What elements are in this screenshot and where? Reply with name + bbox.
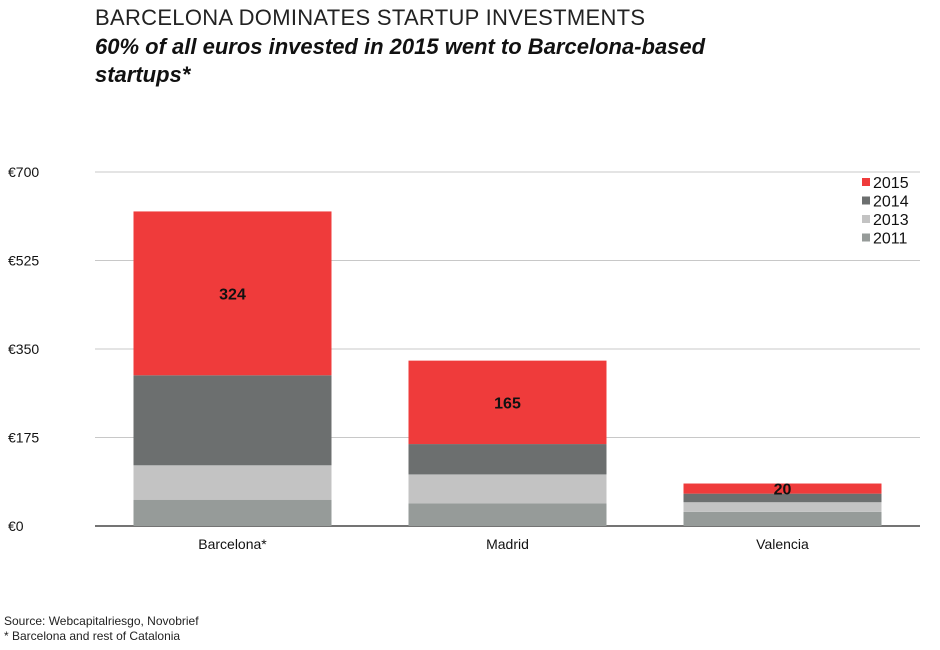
y-tick-label: €525 [8, 253, 39, 269]
x-category-label: Valencia [756, 536, 809, 552]
bar-segment-2014 [408, 444, 607, 475]
bar-segment-2013 [683, 502, 882, 512]
bar-segment-2014 [683, 493, 882, 503]
bar-segment-2011 [683, 511, 882, 526]
bar-segment-2014 [133, 375, 332, 466]
legend-swatch-2011 [862, 233, 870, 242]
y-tick-label: €175 [8, 430, 39, 446]
bar-segment-2013 [133, 465, 332, 500]
data-label: 20 [774, 482, 792, 499]
chart-subtitle-line-2: startups* [95, 62, 191, 87]
bar-segment-2013 [408, 474, 607, 504]
legend-swatch-2013 [862, 215, 870, 223]
data-label: 324 [219, 286, 246, 303]
chart-header: BARCELONA DOMINATES STARTUP INVESTMENTS … [95, 4, 915, 89]
x-category-label: Madrid [486, 536, 529, 552]
bar-layer [133, 211, 882, 526]
legend-label: 2011 [873, 231, 908, 248]
bar-segment-2015 [683, 483, 882, 494]
chart-title: BARCELONA DOMINATES STARTUP INVESTMENTS [95, 5, 646, 30]
y-tick-label: €350 [8, 341, 39, 357]
legend-swatch-2015 [862, 178, 870, 186]
bar-segment-2011 [408, 503, 607, 526]
chart-subtitle-line-1: 60% of all euros invested in 2015 went t… [95, 34, 706, 59]
y-tick-label: €0 [8, 518, 24, 534]
footnote-asterisk: * Barcelona and rest of Catalonia [4, 629, 181, 643]
stacked-bar-chart: €0 €175 €350 €525 €700 324 Barcelona* 165 Madri… [8, 164, 920, 552]
bar-segment-2015 [408, 360, 607, 445]
x-category-label: Barcelona* [198, 536, 267, 552]
legend-label: 2015 [873, 175, 909, 192]
chart-subtitle: 60% of all euros invested in 2015 went t… [95, 33, 915, 89]
bar-segment-2015 [133, 211, 332, 376]
legend-label: 2014 [873, 194, 909, 211]
data-label: 165 [494, 395, 521, 412]
legend-swatch-2014 [862, 196, 870, 205]
label-layer: 324 Barcelona* 165 Madrid 20 Valencia [198, 286, 809, 552]
y-tick-label: €700 [8, 164, 39, 180]
footnotes: Source: Webcapitalriesgo, Novobrief * Ba… [4, 614, 199, 644]
bar-segment-2011 [133, 499, 332, 526]
source-note: Source: Webcapitalriesgo, Novobrief [4, 614, 199, 628]
legend-label: 2013 [873, 212, 909, 229]
